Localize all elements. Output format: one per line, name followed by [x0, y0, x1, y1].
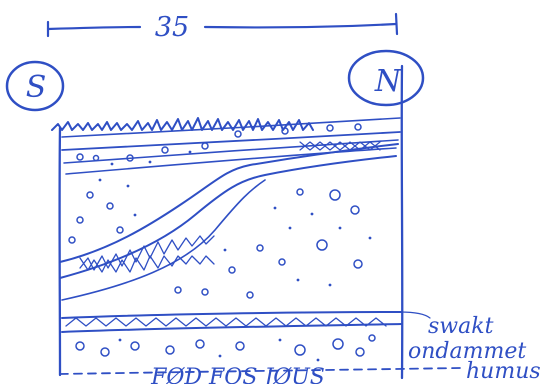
- width-label: 35: [155, 12, 189, 43]
- middle-pebbles: [68, 178, 372, 299]
- layer-label-ondammet: ondammet: [408, 339, 526, 364]
- width-dimension: 35: [46, 12, 399, 43]
- lower-bands: [61, 311, 431, 333]
- layer-labels: swakt ondammet humus: [408, 314, 541, 384]
- bottom-pebbles: [75, 334, 376, 362]
- bottom-text: FØD FOS JØUS: [150, 365, 325, 384]
- top-layers: [61, 131, 401, 175]
- base-dashed-line: [59, 367, 461, 375]
- layer-label-swakt: swakt: [428, 314, 494, 339]
- north-marker: N: [347, 49, 425, 107]
- grass-surface: [51, 117, 401, 138]
- south-label: S: [26, 70, 47, 105]
- south-marker: S: [5, 60, 65, 112]
- section-frame: [58, 64, 404, 380]
- folded-band: [59, 143, 399, 301]
- layer-label-humus: humus: [466, 359, 541, 384]
- upper-pebbles: [76, 123, 362, 166]
- north-label: N: [374, 64, 403, 99]
